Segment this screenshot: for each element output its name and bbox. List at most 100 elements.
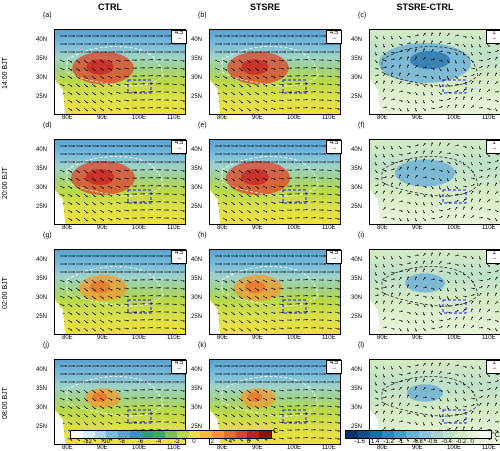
x-tick-label: 110E xyxy=(167,115,181,121)
map-panel xyxy=(209,139,341,225)
x-tick-label: 80E xyxy=(377,115,388,121)
y-tick-label: 40N xyxy=(36,367,47,373)
x-tick-label: 100E xyxy=(287,445,301,451)
cb-left-swatch xyxy=(118,431,130,438)
y-tick-label: 35N xyxy=(351,276,362,282)
y-tick-label: 25N xyxy=(191,204,202,210)
y-tick-label: 40N xyxy=(191,257,202,263)
x-tick-label: 100E xyxy=(447,335,461,341)
map-panel xyxy=(369,139,500,225)
cb-left-swatch xyxy=(224,431,236,438)
y-tick-label: 25N xyxy=(36,314,47,320)
map-panel xyxy=(209,249,341,335)
x-tick-label: 110E xyxy=(482,335,496,341)
cb-right-tick: -0.4 xyxy=(442,439,452,445)
x-tick-label: 80E xyxy=(217,445,228,451)
x-tick-label: 100E xyxy=(287,115,301,121)
y-tick-label: 30N xyxy=(191,295,202,301)
x-tick-label: 80E xyxy=(62,115,73,121)
panel-label: (i) xyxy=(358,232,364,239)
x-tick-label: 100E xyxy=(287,225,301,231)
cb-right-tick: 0 xyxy=(471,439,474,445)
cb-left-swatch xyxy=(177,431,189,438)
panel-label: (b) xyxy=(198,12,207,19)
cb-right-tick: -1.4 xyxy=(369,439,379,445)
column-title-ctrl: CTRL xyxy=(80,2,140,12)
y-tick-label: 35N xyxy=(191,56,202,62)
y-tick-label: 30N xyxy=(351,295,362,301)
cb-left-tick: -2 xyxy=(174,439,179,445)
cb-left-swatch xyxy=(212,431,224,438)
reference-arrow-icon: → xyxy=(327,366,341,371)
y-tick-label: 35N xyxy=(191,386,202,392)
x-tick-label: 110E xyxy=(482,225,496,231)
x-tick-label: 100E xyxy=(447,225,461,231)
y-tick-label: 30N xyxy=(191,405,202,411)
x-tick-label: 90E xyxy=(412,335,423,341)
y-tick-label: 25N xyxy=(191,314,202,320)
x-tick-label: 90E xyxy=(97,335,108,341)
reference-arrow-icon: → xyxy=(172,146,186,151)
y-tick-label: 40N xyxy=(191,147,202,153)
y-tick-label: 35N xyxy=(351,166,362,172)
cb-left-swatch xyxy=(165,431,177,438)
y-tick-label: 35N xyxy=(191,166,202,172)
panel-label: (d) xyxy=(43,122,52,129)
y-tick-label: 25N xyxy=(36,204,47,210)
y-tick-label: 30N xyxy=(36,405,47,411)
panel-label: (c) xyxy=(358,12,366,19)
y-tick-label: 30N xyxy=(36,295,47,301)
reference-vector-box: 4.5→ xyxy=(326,30,342,44)
row-time-label: 14:00 BJT xyxy=(2,57,9,89)
x-tick-label: 110E xyxy=(167,445,181,451)
y-tick-label: 40N xyxy=(351,147,362,153)
panel-label: (j) xyxy=(43,342,49,349)
cb-right-swatch xyxy=(346,431,359,438)
y-tick-label: 30N xyxy=(351,75,362,81)
colorbar-difference-unit: °C xyxy=(492,432,500,439)
cb-right-tick: -1.6 xyxy=(355,439,365,445)
y-tick-label: 25N xyxy=(191,94,202,100)
x-tick-label: 80E xyxy=(62,445,73,451)
cb-left-tick: 0 xyxy=(192,439,195,445)
reference-arrow-icon: → xyxy=(487,366,500,371)
x-tick-label: 100E xyxy=(132,225,146,231)
x-tick-label: 90E xyxy=(97,445,108,451)
x-tick-label: 100E xyxy=(287,335,301,341)
y-tick-label: 35N xyxy=(36,166,47,172)
x-tick-label: 80E xyxy=(217,335,228,341)
x-tick-label: 110E xyxy=(322,225,336,231)
x-tick-label: 80E xyxy=(217,225,228,231)
cb-left-swatch xyxy=(189,431,201,438)
cb-left-tick: -8 xyxy=(120,439,125,445)
x-tick-label: 90E xyxy=(252,225,263,231)
cb-right-swatch xyxy=(467,431,480,438)
panel-label: (a) xyxy=(43,12,52,19)
x-tick-label: 80E xyxy=(217,115,228,121)
y-tick-label: 30N xyxy=(36,75,47,81)
panel-label: (l) xyxy=(358,342,364,349)
y-tick-label: 40N xyxy=(351,37,362,43)
map-panel xyxy=(54,249,186,335)
y-tick-label: 40N xyxy=(191,367,202,373)
reference-vector-box: 4.5→ xyxy=(326,250,342,264)
reference-arrow-icon: → xyxy=(327,36,341,41)
x-tick-label: 110E xyxy=(167,335,181,341)
x-tick-label: 80E xyxy=(62,225,73,231)
cb-right-swatch xyxy=(394,431,407,438)
y-tick-label: 30N xyxy=(36,185,47,191)
x-tick-label: 100E xyxy=(447,115,461,121)
cb-left-swatch xyxy=(95,431,107,438)
x-tick-label: 90E xyxy=(97,115,108,121)
y-tick-label: 40N xyxy=(36,147,47,153)
x-tick-label: 100E xyxy=(447,445,461,451)
x-tick-label: 90E xyxy=(412,445,423,451)
y-tick-label: 25N xyxy=(351,94,362,100)
cb-right-swatch xyxy=(370,431,383,438)
cb-left-swatch xyxy=(247,431,259,438)
panel-label: (f) xyxy=(358,122,365,129)
cb-right-swatch xyxy=(431,431,444,438)
y-tick-label: 35N xyxy=(191,276,202,282)
x-tick-label: 100E xyxy=(132,335,146,341)
y-tick-label: 25N xyxy=(36,94,47,100)
